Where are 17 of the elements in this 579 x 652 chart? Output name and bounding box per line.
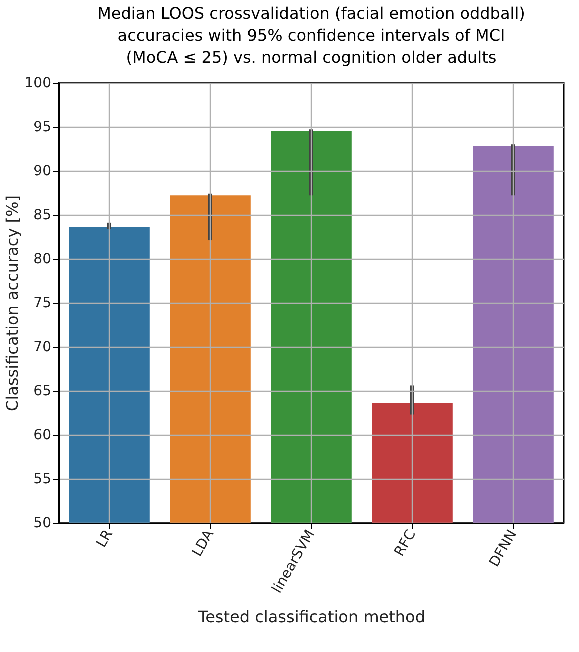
y-tick-label: 70 <box>34 340 52 356</box>
y-tick-label: 95 <box>34 120 52 136</box>
y-tick-label: 65 <box>34 384 52 400</box>
y-tick-label: 100 <box>24 76 52 92</box>
y-tick-label: 75 <box>34 296 52 312</box>
y-tick-label: 50 <box>34 516 52 532</box>
y-axis-title: Classification accuracy [%] <box>2 196 22 412</box>
y-tick-label: 55 <box>34 472 52 488</box>
x-tick-label: LR <box>94 527 117 551</box>
y-tick-label: 90 <box>34 164 52 180</box>
y-tick-label: 80 <box>34 252 52 268</box>
text: Median LOOS crossvalidation (facial emotion oddball) <box>98 4 526 23</box>
y-tick-label: 85 <box>34 208 52 224</box>
text: accuracies with 95% confidence intervals of MCI <box>118 26 506 45</box>
text: (MoCA ≤ 25) vs. normal cognition older adults <box>126 48 497 67</box>
y-tick-label: 60 <box>34 428 52 444</box>
x-axis-title: Tested classification method <box>198 608 426 627</box>
